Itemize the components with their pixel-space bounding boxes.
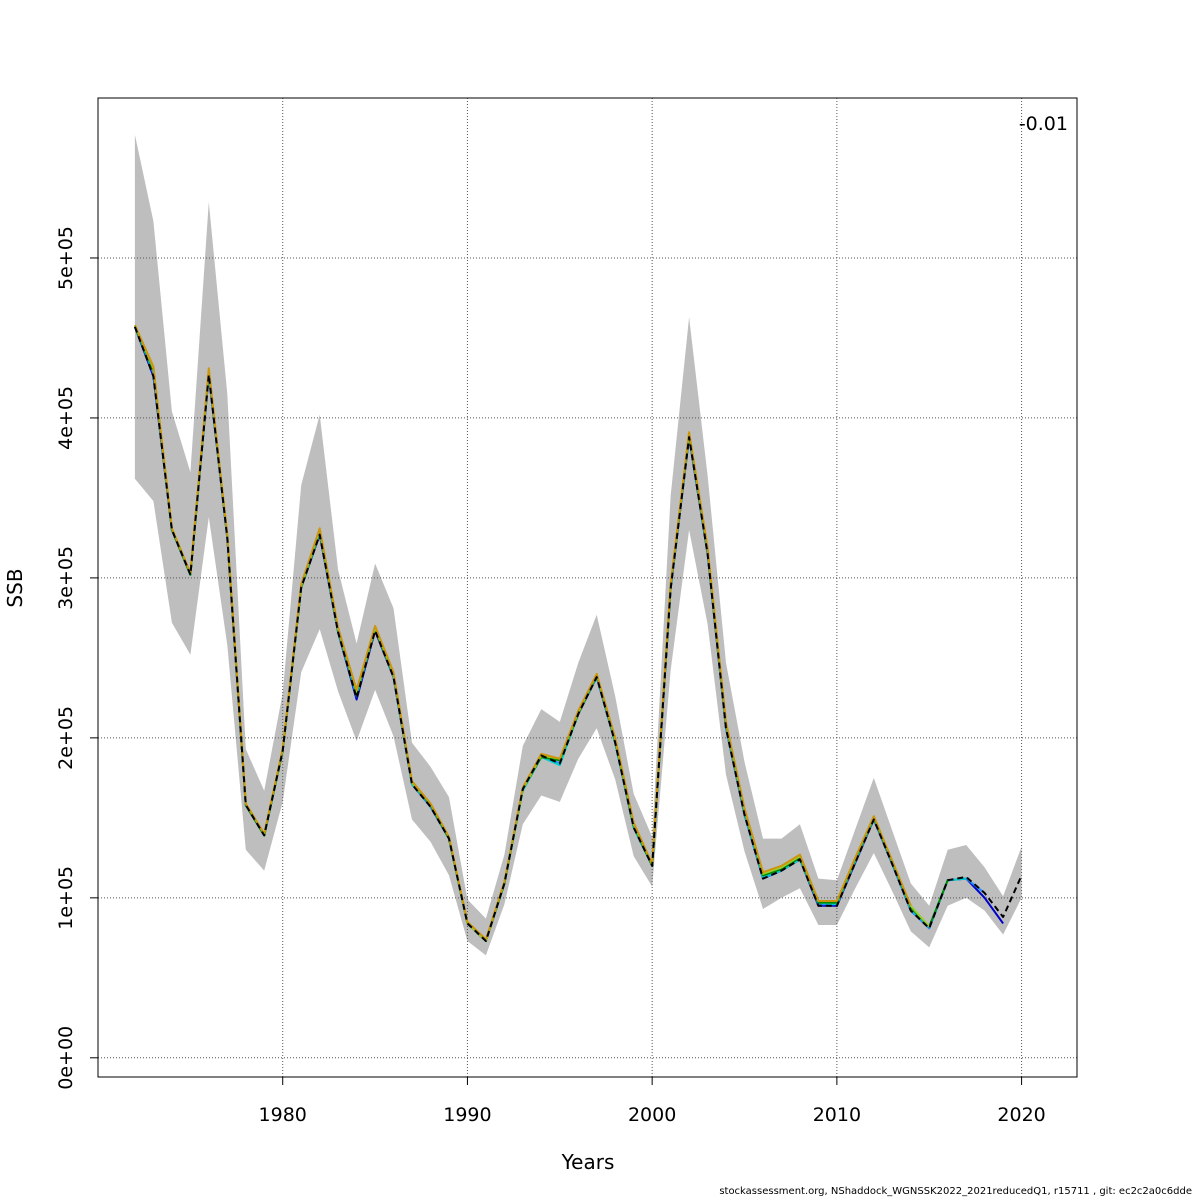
confidence-band-layer <box>134 134 1022 956</box>
x-tick-label: 1980 <box>259 1104 307 1126</box>
x-axis-title: Years <box>561 1150 615 1174</box>
x-tick-label: 2020 <box>997 1104 1045 1126</box>
y-tick-label: 0e+00 <box>55 1026 77 1090</box>
series-layer <box>133 324 1023 942</box>
footer-credit: stockassessment.org, NShaddock_WGNSSK202… <box>719 1186 1192 1197</box>
x-tick-label: 1990 <box>443 1104 491 1126</box>
series-line-base <box>133 326 1023 942</box>
x-tick-label: 2000 <box>628 1104 676 1126</box>
y-tick-label: 4e+05 <box>55 386 77 450</box>
x-axis: 1980 1990 2000 2010 2020 <box>259 1076 1046 1126</box>
y-axis-title: SSB <box>3 568 27 607</box>
confidence-band <box>134 134 1022 956</box>
y-tick-label: 2e+05 <box>55 706 77 770</box>
y-axis: 0e+00 1e+05 2e+05 3e+05 4e+05 5e+05 <box>55 226 98 1090</box>
y-tick-label: 1e+05 <box>55 866 77 930</box>
grid-layer <box>98 98 1077 1077</box>
y-tick-label: 5e+05 <box>55 226 77 290</box>
y-tick-label: 3e+05 <box>55 546 77 610</box>
x-tick-label: 2010 <box>813 1104 861 1126</box>
rho-annotation: -0.01 <box>1019 113 1068 135</box>
